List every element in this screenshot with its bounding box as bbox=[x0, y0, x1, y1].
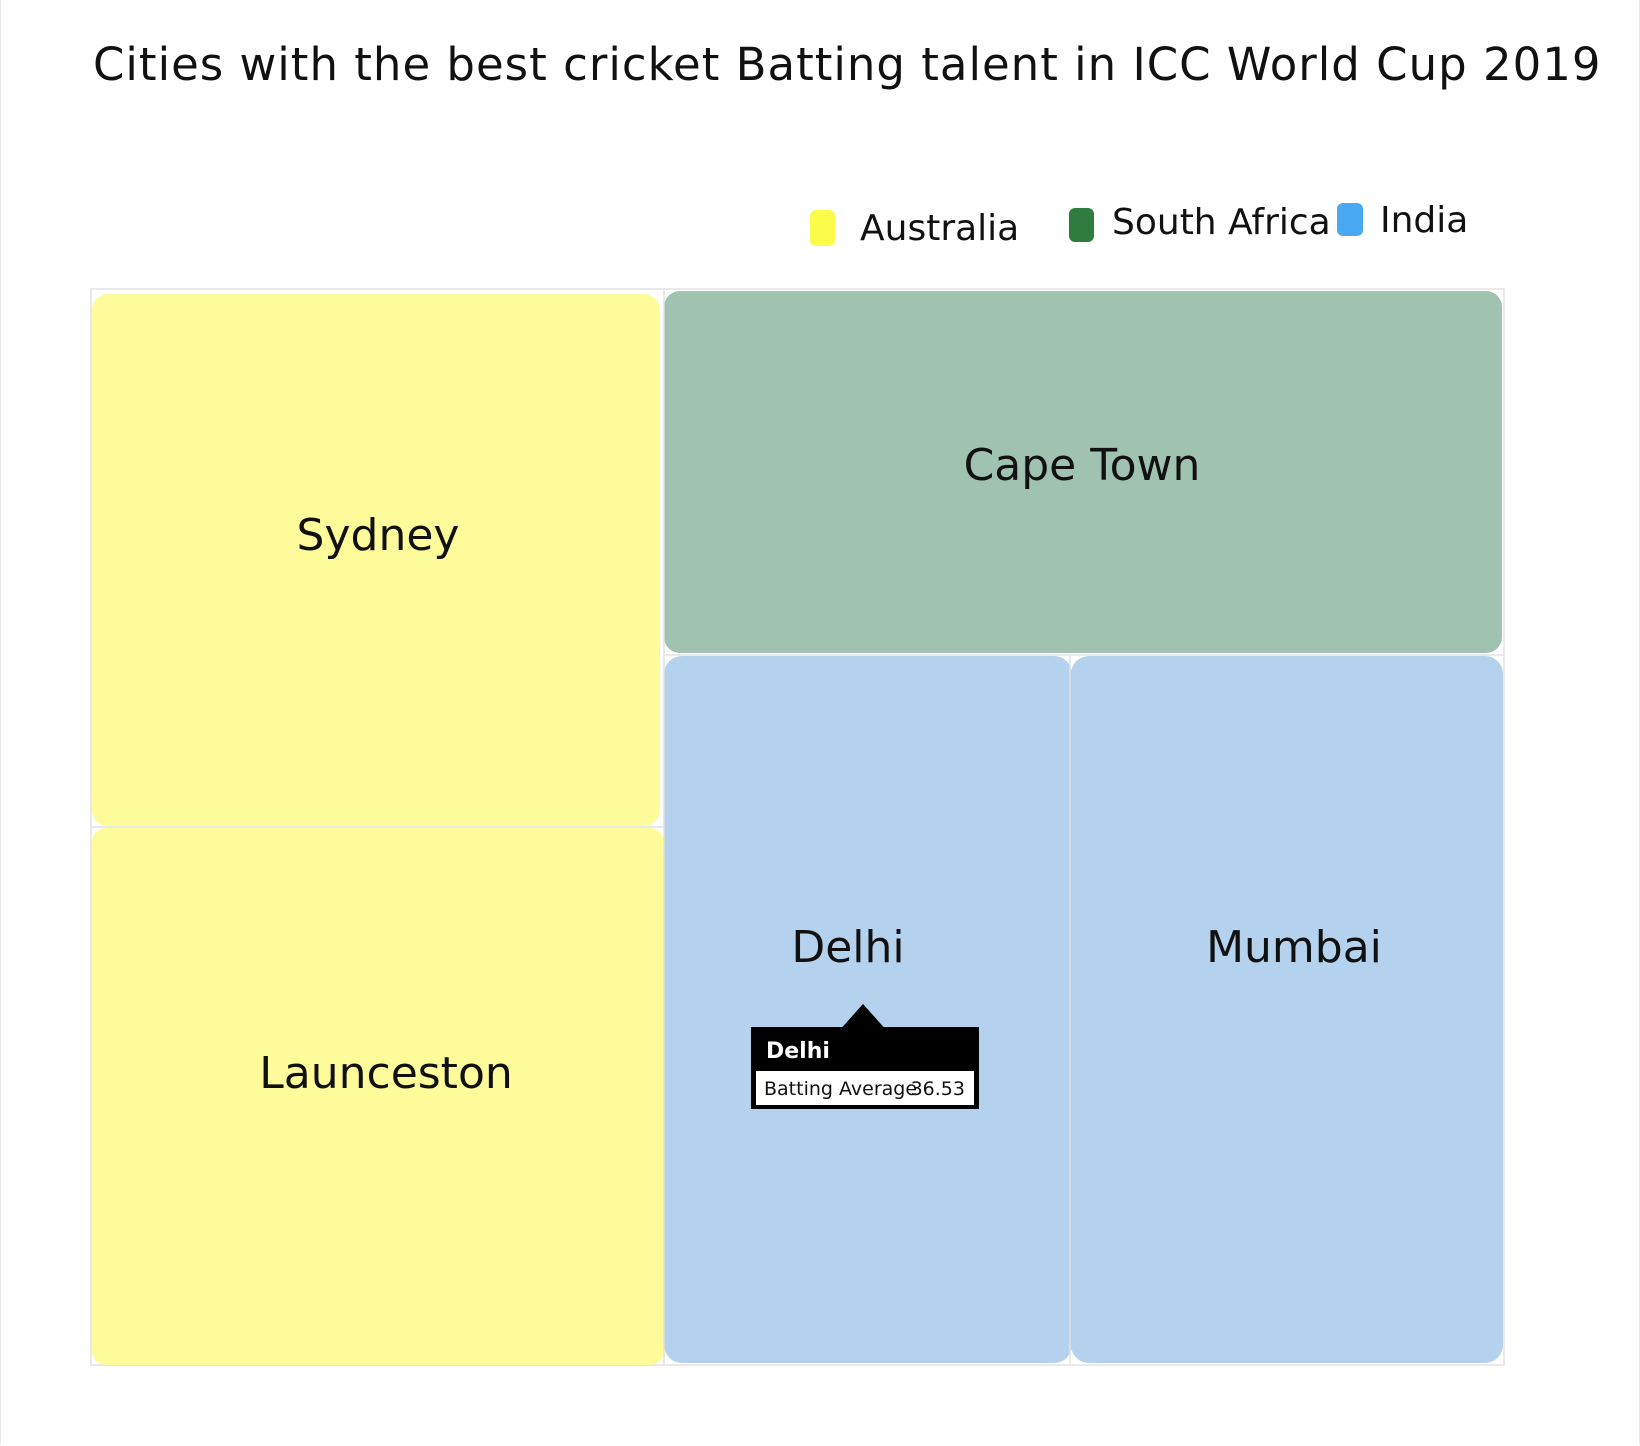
cell-label-mumbai: Mumbai bbox=[1206, 922, 1382, 973]
treemap-cell-launceston[interactable] bbox=[92, 828, 664, 1365]
treemap-cell-mumbai[interactable] bbox=[1071, 656, 1503, 1363]
legend-swatch-australia bbox=[810, 210, 835, 246]
tooltip: Delhi Batting Average 36.53 bbox=[751, 1004, 979, 1109]
chart-title: Cities with the best cricket Batting tal… bbox=[93, 38, 1602, 91]
tooltip-title: Delhi bbox=[766, 1039, 830, 1064]
tooltip-value: 36.53 bbox=[911, 1078, 965, 1100]
treemap-cell-cape-town[interactable] bbox=[664, 291, 1502, 653]
legend-label-south-africa: South Africa bbox=[1112, 202, 1331, 243]
tooltip-metric-label: Batting Average bbox=[764, 1078, 917, 1100]
legend-label-india: India bbox=[1380, 200, 1468, 241]
treemap-cells bbox=[91, 289, 1504, 1365]
legend-swatch-india bbox=[1337, 203, 1363, 236]
legend: Australia South Africa India bbox=[810, 200, 1468, 249]
cell-label-cape-town: Cape Town bbox=[964, 440, 1201, 491]
cell-label-sydney: Sydney bbox=[297, 510, 460, 561]
legend-label-australia: Australia bbox=[860, 208, 1019, 249]
cell-label-launceston: Launceston bbox=[259, 1048, 513, 1099]
tooltip-pointer bbox=[838, 1004, 888, 1032]
treemap-cell-delhi[interactable] bbox=[664, 656, 1072, 1363]
legend-swatch-south-africa bbox=[1069, 208, 1094, 242]
tooltip-body-box bbox=[756, 1071, 974, 1105]
treemap-cell-sydney[interactable] bbox=[92, 294, 660, 826]
cell-labels: Sydney Launceston Cape Town Delhi Mumbai bbox=[259, 440, 1382, 1099]
cell-label-delhi: Delhi bbox=[791, 922, 904, 973]
